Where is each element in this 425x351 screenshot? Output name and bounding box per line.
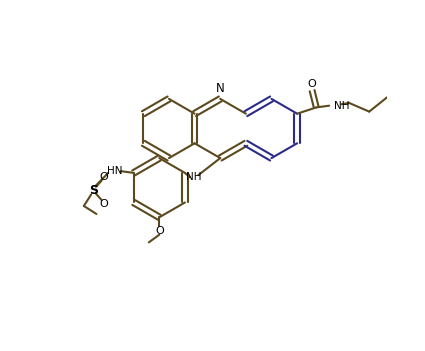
Text: O: O: [99, 172, 108, 182]
Text: O: O: [99, 199, 108, 208]
Text: O: O: [308, 79, 317, 90]
Text: O: O: [155, 226, 164, 236]
Text: N: N: [216, 82, 225, 95]
Text: NH: NH: [334, 101, 350, 111]
Text: NH: NH: [187, 172, 202, 182]
Text: HN: HN: [107, 166, 122, 176]
Text: S: S: [89, 184, 98, 197]
